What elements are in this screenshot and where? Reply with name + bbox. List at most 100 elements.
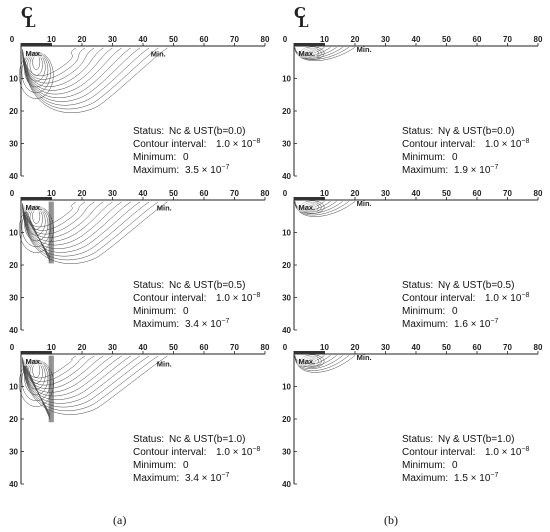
status-value: Nγ & UST(b=1.0)	[438, 434, 514, 445]
x-tick-label: 80	[261, 35, 270, 44]
contour-line	[294, 201, 356, 217]
footing-plate	[21, 351, 52, 354]
x-tick-label: 20	[78, 189, 87, 198]
x-tick-label: 30	[108, 189, 117, 198]
info-block: Status: Nγ & UST(b=0.0) Contour interval: 1…	[402, 126, 530, 176]
x-tick-label: 70	[230, 343, 239, 352]
x-tick-label: 50	[169, 343, 178, 352]
x-tick-label: 30	[381, 189, 390, 198]
x-tick-label: 0	[283, 35, 288, 44]
max-label: Max.	[298, 357, 315, 366]
x-tick-label: 30	[108, 35, 117, 44]
x-tick-label: 10	[320, 189, 329, 198]
y-tick-label: 40	[282, 326, 291, 335]
x-tick-label: 10	[320, 35, 329, 44]
status-key: Status:	[402, 280, 433, 291]
x-tick-label: 80	[534, 35, 543, 44]
x-tick-label: 50	[169, 35, 178, 44]
info-block: Status: Nc & UST(b=0.5) Contour interval: 1…	[133, 280, 261, 330]
status-key: Status:	[133, 126, 164, 137]
x-tick-label: 80	[534, 343, 543, 352]
max-label-bg	[296, 201, 317, 212]
x-tick-label: 40	[139, 35, 148, 44]
minimum-key: Minimum:	[133, 152, 176, 163]
minimum-value: 0	[452, 152, 458, 163]
x-tick-label: 0	[283, 343, 288, 352]
contour-interval-exponent: −8	[521, 446, 529, 453]
y-tick-label: 30	[9, 140, 18, 149]
footing-plate	[21, 43, 52, 46]
contour-interval-key: Contour interval:	[133, 293, 206, 304]
shear-band-diagonal	[23, 368, 51, 414]
y-tick-label: 20	[282, 415, 291, 424]
caption-b: (b)	[384, 513, 398, 527]
info-block: Status: Nγ & UST(b=1.0) Contour interval: 1…	[402, 434, 530, 484]
x-tick-label: 60	[200, 189, 209, 198]
y-tick-label: 20	[282, 261, 291, 270]
maximum-key: Maximum:	[133, 473, 179, 484]
panel-a-1: 0 10 20 30 40 50 60 70 80 10 20 30 40 Max. Min. Status:…	[9, 189, 270, 335]
shear-band-diagonal	[23, 214, 51, 257]
y-tick-label: 40	[282, 480, 291, 489]
maximum-value: 1.6 × 10−7	[454, 318, 499, 330]
centerline-c: C	[294, 4, 306, 22]
minimum-key: Minimum:	[402, 306, 445, 317]
x-tick-label: 0	[283, 189, 288, 198]
contour-interval-value: 1.0 × 10−8	[485, 138, 530, 150]
centerline-l: L	[25, 13, 36, 31]
panel-b-1: 0 10 20 30 40 50 60 70 80 10 20 30 40 Max. Min. Status:…	[282, 189, 543, 335]
min-label: Min.	[357, 353, 372, 362]
y-tick-label: 30	[9, 448, 18, 457]
y-tick-label: 10	[9, 383, 18, 392]
panel-b-0: 0 10 20 30 40 50 60 70 80 10 20 30 40 Max. Min. Status:…	[282, 35, 543, 181]
centerline-l: L	[298, 13, 309, 31]
contour-lines	[294, 354, 356, 373]
y-tick-label: 40	[9, 326, 18, 335]
min-label: Min.	[157, 203, 172, 212]
x-tick-label: 70	[503, 35, 512, 44]
max-label-bg	[23, 47, 44, 58]
y-tick-label: 20	[282, 107, 291, 116]
contour-line	[22, 201, 113, 242]
contour-interval-key: Contour interval:	[133, 139, 206, 150]
x-tick-label: 40	[412, 35, 421, 44]
max-label: Max.	[298, 203, 315, 212]
x-tick-label: 10	[47, 189, 56, 198]
x-tick-label: 60	[473, 343, 482, 352]
panel-b-2: 0 10 20 30 40 50 60 70 80 10 20 30 40 Max. Min. Status:…	[282, 343, 543, 489]
y-tick-label: 10	[282, 229, 291, 238]
x-tick-label: 20	[351, 35, 360, 44]
status-value: Nc & UST(b=0.5)	[169, 280, 245, 291]
x-tick-label: 40	[412, 189, 421, 198]
minimum-value: 0	[183, 152, 189, 163]
y-tick-label: 30	[282, 140, 291, 149]
status-value: Nγ & UST(b=0.5)	[438, 280, 514, 291]
x-tick-label: 70	[230, 35, 239, 44]
minimum-key: Minimum:	[402, 152, 445, 163]
y-tick-label: 20	[9, 261, 18, 270]
x-tick-label: 60	[200, 35, 209, 44]
y-tick-label: 10	[282, 383, 291, 392]
maximum-key: Maximum:	[402, 473, 448, 484]
y-tick-label: 40	[9, 480, 18, 489]
x-tick-label: 40	[139, 189, 148, 198]
status-value: Nc & UST(b=0.0)	[169, 126, 245, 137]
contour-interval-exponent: −8	[521, 292, 529, 299]
maximum-exponent: −7	[221, 472, 229, 479]
minimum-value: 0	[183, 306, 189, 317]
footing-plate	[294, 351, 325, 354]
contour-interval-value: 1.0 × 10−8	[216, 138, 261, 150]
minimum-value: 0	[452, 460, 458, 471]
contour-interval-exponent: −8	[252, 292, 260, 299]
y-tick-label: 10	[9, 229, 18, 238]
status-key: Status:	[402, 434, 433, 445]
x-tick-label: 50	[169, 189, 178, 198]
minimum-key: Minimum:	[402, 460, 445, 471]
x-tick-label: 10	[320, 343, 329, 352]
maximum-value: 1.5 × 10−7	[454, 472, 499, 484]
max-label: Max.	[25, 203, 42, 212]
status-key: Status:	[133, 280, 164, 291]
panel-a-0: 0 10 20 30 40 50 60 70 80 10 20 30 40 Max. Min. Status:…	[9, 35, 270, 181]
x-tick-label: 70	[230, 189, 239, 198]
